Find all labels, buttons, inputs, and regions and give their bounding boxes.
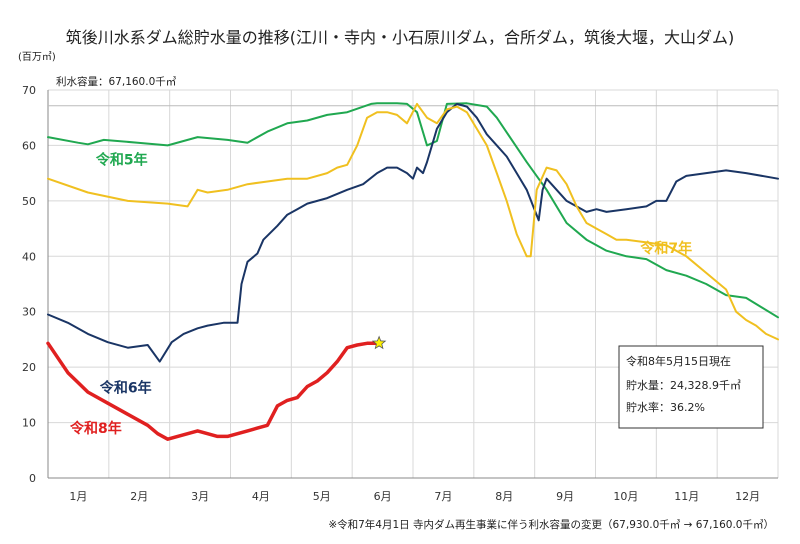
chart-title: 筑後川水系ダム総貯水量の推移(江川・寺内・小石原川ダム，合所ダム，筑後大堰，大山… [65,28,735,47]
y-tick-label: 40 [22,250,36,263]
series-label: 令和8年 [69,420,122,437]
x-tick-label: 9月 [556,490,574,503]
y-tick-label: 20 [22,361,36,374]
info-volume: 貯水量：24,328.9千㎥ [626,379,741,392]
x-tick-label: 10月 [613,490,638,503]
series-line [47,102,779,319]
axes [47,90,778,479]
x-tick-label: 12月 [735,490,760,503]
series-label: 令和6年 [99,380,152,397]
y-tick-label: 30 [22,306,36,319]
series-label: 令和7年 [639,240,692,257]
capacity-label: 利水容量：67,160.0千㎥ [56,75,176,88]
info-box-frame [618,345,764,429]
series-line [47,102,779,341]
x-tick-label: 1月 [69,490,87,503]
series-lines [46,102,779,441]
series-line [47,102,779,363]
info-date: 令和8年5月15日現在 [626,354,731,368]
y-axis-unit: (百万㎥) [18,52,56,63]
y-tick-label: 60 [22,139,36,152]
x-tick-label: 8月 [495,490,513,503]
x-tick-labels: 1月 2月 3月 4月 5月 6月 7月 8月 9月 10月 11月 12月 [69,490,760,503]
series-line [46,341,381,441]
current-marker [371,335,387,350]
y-tick-label: 70 [22,84,36,97]
capacity-annotation: 利水容量：67,160.0千㎥ [48,75,778,107]
x-tick-label: 3月 [191,490,209,503]
current-star-marker [371,335,387,350]
x-tick-label: 6月 [374,490,392,503]
x-tick-label: 4月 [252,490,270,503]
info-rate: 貯水率：36.2% [626,400,705,414]
y-tick-label: 10 [22,417,36,430]
x-tick-label: 7月 [434,490,452,503]
y-tick-labels: 0 10 20 30 40 50 60 70 [22,84,36,485]
series-label: 令和5年 [95,151,148,168]
y-tick-label: 0 [29,472,36,485]
y-tick-label: 50 [22,195,36,208]
footnote: ※令和7年4月1日 寺内ダム再生事業に伴う利水容量の変更（67,930.0千㎥ … [328,519,774,531]
x-tick-label: 2月 [130,490,148,503]
x-tick-label: 5月 [313,490,331,503]
x-tick-label: 11月 [674,490,699,503]
